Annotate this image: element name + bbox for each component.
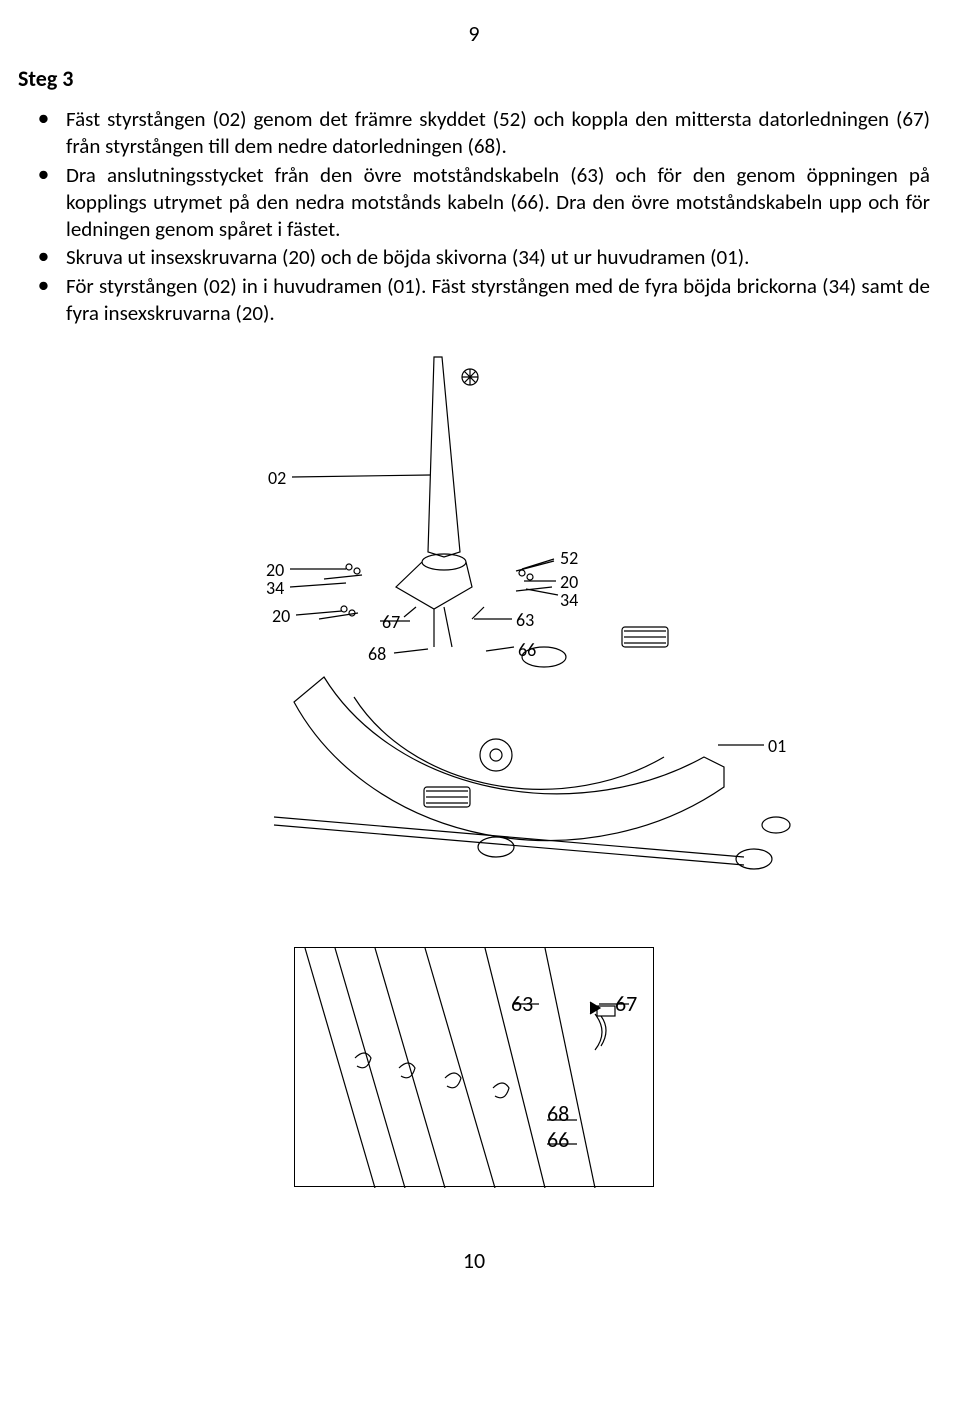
detail-label-63: 63 [511, 990, 533, 1017]
assembly-svg [24, 347, 924, 907]
page-number-top: 9 [18, 20, 930, 47]
diagram-label-34: 34 [266, 577, 284, 599]
diagram-label-52: 52 [560, 547, 578, 569]
diagram-label-67: 67 [382, 611, 400, 633]
detail-label-66: 66 [547, 1126, 569, 1153]
diagram-label-66: 66 [518, 639, 536, 661]
instruction-item: Skruva ut insexskruvarna (20) och de böj… [66, 244, 930, 271]
diagram-label-68: 68 [368, 643, 386, 665]
instruction-item: Dra anslutningsstycket från den övre mot… [66, 162, 930, 243]
document-page: 9 Steg 3 Fäst styrstången (02) genom det… [0, 0, 960, 1314]
main-assembly-diagram: 02 20 34 20 52 20 34 67 63 68 66 01 [24, 347, 924, 907]
instruction-list: Fäst styrstången (02) genom det främre s… [18, 106, 930, 327]
diagram-label-63: 63 [516, 609, 534, 631]
diagram-label-20: 20 [272, 605, 290, 627]
diagram-label-34: 34 [560, 589, 578, 611]
detail-svg [295, 948, 655, 1188]
diagram-label-01: 01 [768, 735, 786, 757]
instruction-item: Fäst styrstången (02) genom det främre s… [66, 106, 930, 160]
detail-label-68: 68 [547, 1100, 569, 1127]
detail-diagram: 63 67 68 66 [294, 947, 654, 1187]
page-number-bottom: 10 [18, 1247, 930, 1274]
detail-label-67: 67 [615, 990, 637, 1017]
diagram-label-02: 02 [268, 467, 286, 489]
step-title: Steg 3 [18, 65, 930, 92]
instruction-item: För styrstången (02) in i huvudramen (01… [66, 273, 930, 327]
